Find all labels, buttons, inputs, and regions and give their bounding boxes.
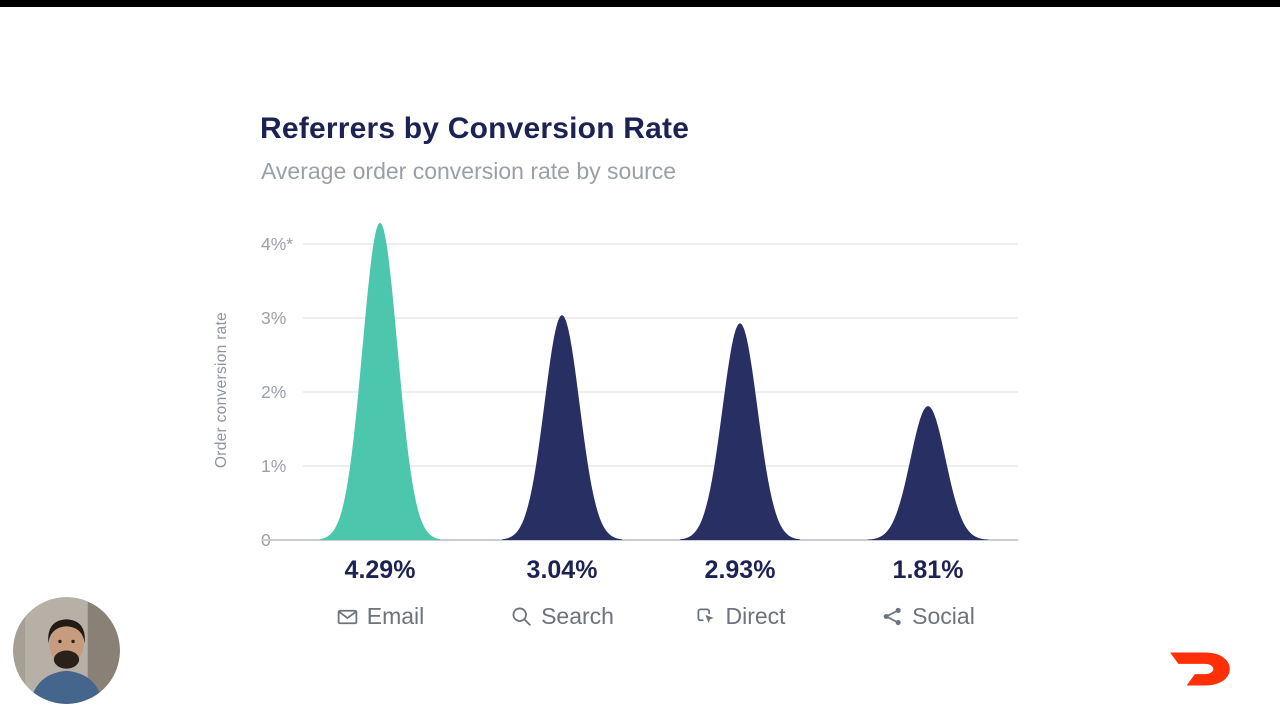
peak-email [320,222,440,541]
search-icon [512,607,531,626]
category-search: Search [472,601,652,631]
category-label: Search [541,602,614,629]
presenter-webcam-overlay[interactable] [13,597,120,704]
peak-search [502,315,622,540]
y-tick-label: 1% [261,456,287,476]
y-tick-label: 0 [261,530,271,550]
webcam-video-feed [13,597,120,704]
category-label: Social [912,602,975,629]
doordash-logo-icon [1170,652,1230,686]
category-social: Social [838,601,1018,631]
y-tick-label: 3% [261,308,287,328]
value-label-email: 4.29% [344,556,416,584]
social-icon [883,607,901,625]
value-label-direct: 2.93% [704,556,776,584]
y-axis-label: Order conversion rate [213,311,230,469]
category-direct: Direct [650,601,830,631]
value-label-social: 1.81% [892,556,964,584]
chart-subtitle: Average order conversion rate by source [261,158,677,184]
chart-title: Referrers by Conversion Rate [260,112,690,145]
category-email: Email [290,601,470,631]
category-label: Email [366,602,425,629]
y-tick-label: 4%* [261,234,294,254]
email-icon [337,609,358,624]
peak-social [868,406,988,540]
direct-icon [697,608,715,623]
y-tick-label: 2% [261,382,287,402]
peak-direct [680,323,800,540]
category-label: Direct [725,602,786,629]
value-label-search: 3.04% [526,556,598,584]
top-letterbox-bar [0,0,1280,7]
